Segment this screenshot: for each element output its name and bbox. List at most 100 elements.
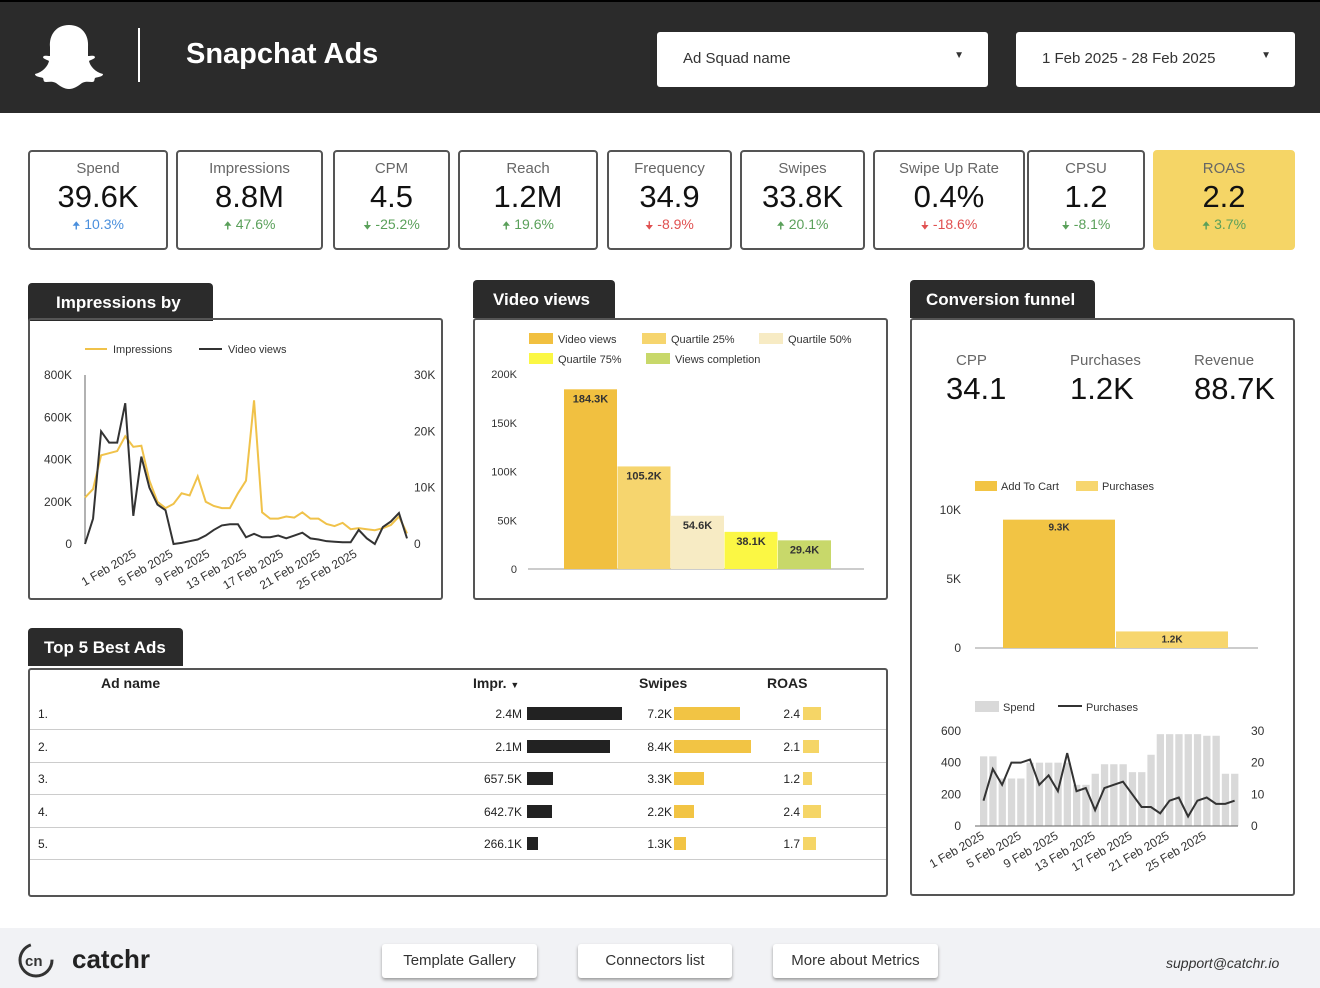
y-right-tick: 20K — [414, 424, 435, 438]
legend-label: Video views — [228, 344, 287, 356]
video-views-panel-title: Video views — [473, 280, 615, 318]
swipes-bar — [674, 772, 705, 785]
line-series-impressions — [84, 400, 408, 534]
kpi-delta: 🠋 -8.9% — [609, 216, 730, 236]
kpi-delta: 🠉 20.1% — [742, 216, 863, 236]
column-header-swipes[interactable]: Swipes — [639, 675, 688, 691]
kpi-delta: 🠋 -25.2% — [335, 216, 448, 236]
legend-swatch — [1076, 481, 1098, 491]
spend-bar — [1184, 734, 1192, 826]
date-range-picker[interactable]: 1 Feb 2025 - 28 Feb 2025 ▼ — [1016, 32, 1295, 87]
spend-bar — [1026, 762, 1034, 826]
spend-bar — [1100, 764, 1109, 826]
legend-swatch — [975, 481, 997, 491]
impressions-value: 2.4M — [495, 707, 522, 721]
kpi-card-reach: Reach 1.2M 🠉 19.6% — [458, 150, 598, 250]
kpi-label: Spend — [76, 160, 120, 177]
table-row[interactable]: 1. 2.4M 7.2K 2.4 — [30, 697, 886, 730]
spend-bar — [1156, 734, 1164, 826]
arrow-up-icon: 🠉 — [776, 221, 785, 232]
kpi-value: 4.5 — [369, 179, 414, 214]
roas-bar — [803, 804, 821, 818]
spend-bar — [1073, 784, 1081, 826]
legend-label: Impressions — [113, 344, 173, 356]
funnel-metric: Revenue 88.7K — [1194, 352, 1275, 407]
metric-label: Purchases — [1070, 352, 1141, 369]
spend-bar — [1175, 734, 1183, 826]
spend-bar — [1128, 772, 1137, 826]
metric-value: 1.2K — [1070, 371, 1134, 406]
impressions-bar — [527, 804, 553, 818]
kpi-delta-value: -8.1% — [1073, 216, 1111, 232]
arrow-up-icon: 🠉 — [72, 221, 81, 232]
table-row[interactable]: 2. 2.1M 8.4K 2.1 — [30, 730, 886, 763]
kpi-label: Swipe Up Rate — [898, 160, 1000, 177]
impressions-bar — [527, 707, 622, 720]
header: Snapchat Ads Ad Squad name ▼ 1 Feb 2025 -… — [0, 0, 1320, 113]
caret-down-icon: ▼ — [954, 50, 964, 61]
y-tick: 100K — [491, 467, 517, 479]
table-row[interactable]: 5. 266.1K 1.3K 1.7 — [30, 827, 886, 860]
spend-bar — [1119, 764, 1127, 826]
column-header-roas[interactable]: ROAS — [767, 675, 808, 691]
data-label: 184.3K — [573, 393, 609, 405]
legend-swatch — [529, 333, 553, 344]
kpi-card-impressions: Impressions 8.8M 🠉 47.6% — [176, 150, 323, 250]
template-gallery-button[interactable]: Template Gallery — [382, 944, 537, 978]
spend-bar — [1110, 764, 1118, 826]
sort-desc-icon: ▼ — [510, 680, 520, 690]
divider — [138, 28, 140, 82]
spend-bar — [1203, 735, 1211, 826]
dropdown-value: Ad Squad name — [683, 50, 791, 67]
y-left-tick: 600K — [44, 410, 72, 424]
y-tick: 5K — [946, 572, 961, 586]
metric-value: 34.1 — [946, 371, 1007, 406]
kpi-delta-value: 10.3% — [84, 216, 124, 232]
swipes-value: 8.4K — [647, 739, 672, 754]
impressions-bar — [527, 772, 554, 785]
bar-add-to-cart — [1003, 519, 1115, 648]
arrow-up-icon: 🠉 — [502, 221, 511, 232]
table-row[interactable]: 4. 642.7K 2.2K 2.4 — [30, 795, 886, 828]
spend-bar — [989, 756, 997, 826]
kpi-delta-value: 3.7% — [1214, 216, 1247, 232]
swipes-value: 7.2K — [647, 707, 672, 721]
svg-text:cn: cn — [25, 953, 43, 970]
y-right-tick: 0 — [414, 537, 421, 551]
column-header-impressions[interactable]: Impr. ▼ — [473, 675, 519, 691]
data-label: 54.6K — [683, 520, 712, 532]
legend-label: Add To Cart — [1001, 481, 1059, 493]
support-email-link[interactable]: support@catchr.io — [1166, 955, 1280, 971]
y-tick: 10K — [940, 503, 961, 517]
arrow-down-icon: 🠋 — [920, 221, 930, 232]
kpi-label: Swipes — [778, 160, 827, 177]
ad-squad-dropdown[interactable]: Ad Squad name ▼ — [657, 32, 988, 87]
rank: 5. — [38, 837, 49, 851]
spend-bar — [1147, 754, 1155, 826]
legend-label: Views completion — [675, 354, 760, 366]
spend-bar — [1063, 762, 1071, 826]
snapchat-ghost-icon — [35, 25, 103, 89]
date-range-value: 1 Feb 2025 - 28 Feb 2025 — [1042, 50, 1216, 67]
top-ads-table — [28, 668, 888, 897]
swipes-bar — [674, 739, 751, 753]
column-label: Impr. — [473, 675, 507, 691]
kpi-delta: 🠉 47.6% — [178, 216, 321, 236]
metric-label: Revenue — [1194, 352, 1255, 369]
conversion-funnel-panel-title: Conversion funnel — [910, 280, 1095, 318]
kpi-delta-value: -18.6% — [932, 216, 978, 232]
data-label: 1.2K — [1161, 634, 1183, 645]
column-header-ad-name[interactable]: Ad name — [101, 675, 161, 691]
spend-bar — [1138, 772, 1146, 826]
kpi-label: Impressions — [209, 160, 290, 177]
conversion-funnel-panel — [910, 318, 1295, 896]
y-left-tick: 0 — [954, 819, 961, 833]
legend-swatch — [529, 353, 553, 364]
data-label: 9.3K — [1048, 523, 1070, 534]
table-row[interactable]: 3. 657.5K 3.3K 1.2 — [30, 762, 886, 795]
spend-bar — [1007, 778, 1016, 826]
more-about-metrics-button[interactable]: More about Metrics — [773, 944, 938, 978]
kpi-value: 33.8K — [761, 179, 843, 214]
kpi-value: 34.9 — [639, 179, 700, 214]
connectors-list-button[interactable]: Connectors list — [578, 944, 732, 978]
